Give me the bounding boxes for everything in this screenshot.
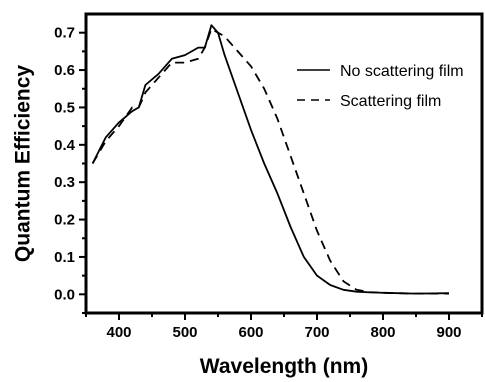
- x-tick-label: 800: [370, 324, 395, 341]
- y-tick-label: 0.0: [54, 286, 75, 303]
- x-axis: 400 500 600 700 800 900: [85, 313, 483, 341]
- y-tick-label: 0.4: [54, 137, 76, 154]
- plot-area: [84, 12, 484, 315]
- x-tick-label: 700: [304, 324, 329, 341]
- y-tick-label: 0.5: [54, 99, 75, 116]
- series-line-no-scattering-film: [91, 24, 450, 295]
- y-axis: 0.0 0.1 0.2 0.3 0.4 0.5 0.6 0.7: [54, 25, 86, 314]
- y-tick-label: 0.2: [54, 212, 75, 229]
- y-tick-label: 0.7: [54, 25, 75, 42]
- x-tick-label: 400: [106, 324, 131, 341]
- series-group: [91, 24, 450, 295]
- y-tick-label: 0.6: [54, 62, 75, 79]
- y-tick-label: 0.3: [54, 174, 75, 191]
- y-tick-label: 0.1: [54, 249, 75, 266]
- x-tick-label: 500: [172, 324, 197, 341]
- legend-label-no-scattering-film: No scattering film: [340, 63, 464, 80]
- legend: No scattering film Scattering film: [297, 63, 464, 110]
- x-axis-title: Wavelength (nm): [200, 355, 368, 378]
- plot-frame: [84, 12, 484, 315]
- x-tick-label: 900: [436, 324, 461, 341]
- y-axis-title: Quantum Efficiency: [12, 65, 35, 263]
- series-line-scattering-film: [91, 27, 449, 295]
- legend-label-scattering-film: Scattering film: [340, 93, 441, 110]
- x-tick-label: 600: [238, 324, 263, 341]
